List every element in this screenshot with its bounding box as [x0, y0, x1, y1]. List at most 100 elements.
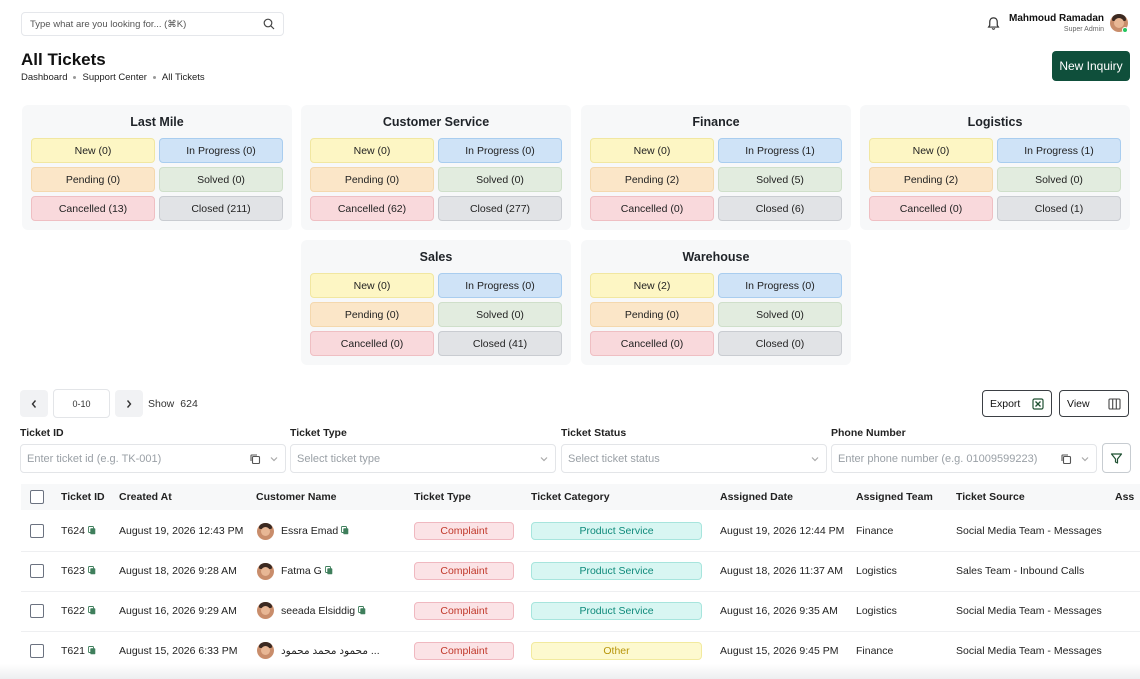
- status-closed[interactable]: Closed (6): [718, 196, 842, 221]
- copy-icon[interactable]: [87, 566, 96, 575]
- status-new[interactable]: New (0): [31, 138, 155, 163]
- status-pending[interactable]: Pending (0): [31, 167, 155, 192]
- col-ticket-id[interactable]: Ticket ID: [61, 491, 105, 503]
- status-closed[interactable]: Closed (0): [718, 331, 842, 356]
- breadcrumb-support-center[interactable]: Support Center: [82, 72, 147, 83]
- ticket-id-cell[interactable]: T624: [61, 525, 96, 537]
- filter-label-ticket-id: Ticket ID: [20, 427, 64, 439]
- show-total: 624: [180, 398, 198, 410]
- status-solved[interactable]: Solved (0): [438, 167, 562, 192]
- status-cancelled[interactable]: Cancelled (0): [590, 196, 714, 221]
- ticket-status-select[interactable]: Select ticket status: [561, 444, 827, 473]
- copy-icon[interactable]: [87, 646, 96, 655]
- col-assignee[interactable]: Ass: [1115, 491, 1135, 503]
- phone-number-field[interactable]: Enter phone number (e.g. 01009599223): [831, 444, 1097, 473]
- ticket-type-badge: Complaint: [414, 602, 514, 620]
- chevron-down-icon: [811, 456, 819, 461]
- paste-icon[interactable]: [249, 453, 261, 465]
- customer-name[interactable]: Essra Emad: [281, 525, 339, 537]
- apply-filter-button[interactable]: [1102, 443, 1131, 473]
- copy-icon[interactable]: [324, 566, 333, 575]
- status-new[interactable]: New (0): [869, 138, 993, 163]
- created-at-cell: August 18, 2026 9:28 AM: [119, 565, 237, 577]
- status-new[interactable]: New (0): [310, 273, 434, 298]
- status-in-progress[interactable]: In Progress (0): [438, 273, 562, 298]
- customer-name[interactable]: Fatma G: [281, 565, 322, 577]
- notification-bell-icon[interactable]: [986, 16, 1001, 31]
- select-all-checkbox[interactable]: [30, 490, 44, 504]
- status-pending[interactable]: Pending (2): [869, 167, 993, 192]
- status-cancelled[interactable]: Cancelled (0): [310, 331, 434, 356]
- status-cancelled[interactable]: Cancelled (0): [590, 331, 714, 356]
- status-pending[interactable]: Pending (0): [590, 302, 714, 327]
- row-checkbox[interactable]: [30, 644, 44, 658]
- status-cancelled[interactable]: Cancelled (0): [869, 196, 993, 221]
- paste-icon[interactable]: [1060, 453, 1072, 465]
- ticket-id-cell[interactable]: T621: [61, 645, 96, 657]
- ticket-id-cell[interactable]: T622: [61, 605, 96, 617]
- status-solved[interactable]: Solved (5): [718, 167, 842, 192]
- ticket-id[interactable]: T623: [61, 565, 85, 577]
- status-closed[interactable]: Closed (277): [438, 196, 562, 221]
- breadcrumb-all-tickets: All Tickets: [161, 72, 205, 83]
- copy-icon[interactable]: [87, 606, 96, 615]
- ticket-id[interactable]: T621: [61, 645, 85, 657]
- row-checkbox[interactable]: [30, 524, 44, 538]
- status-new[interactable]: New (0): [590, 138, 714, 163]
- copy-icon[interactable]: [87, 526, 96, 535]
- new-inquiry-button[interactable]: New Inquiry: [1052, 51, 1130, 81]
- col-ticket-category[interactable]: Ticket Category: [531, 491, 610, 503]
- breadcrumb-dashboard[interactable]: Dashboard: [21, 72, 68, 83]
- status-solved[interactable]: Solved (0): [159, 167, 283, 192]
- export-button[interactable]: Export: [982, 390, 1052, 417]
- status-closed[interactable]: Closed (1): [997, 196, 1121, 221]
- customer-name-cell[interactable]: محمود محمد محمود ...: [281, 645, 380, 657]
- status-in-progress[interactable]: In Progress (0): [718, 273, 842, 298]
- ticket-id[interactable]: T622: [61, 605, 85, 617]
- customer-avatar: [257, 563, 274, 580]
- status-in-progress[interactable]: In Progress (1): [718, 138, 842, 163]
- user-info[interactable]: Mahmoud Ramadan Super Admin: [1009, 13, 1104, 33]
- ticket-id-field[interactable]: Enter ticket id (e.g. TK-001): [20, 444, 286, 473]
- view-columns-button[interactable]: View: [1059, 390, 1129, 417]
- col-customer-name[interactable]: Customer Name: [256, 491, 337, 503]
- col-ticket-source[interactable]: Ticket Source: [956, 491, 1025, 503]
- status-cancelled[interactable]: Cancelled (62): [310, 196, 434, 221]
- status-pending[interactable]: Pending (2): [590, 167, 714, 192]
- status-cancelled[interactable]: Cancelled (13): [31, 196, 155, 221]
- status-solved[interactable]: Solved (0): [997, 167, 1121, 192]
- status-solved[interactable]: Solved (0): [438, 302, 562, 327]
- page-range[interactable]: 0-10: [53, 389, 110, 418]
- customer-name-cell[interactable]: Fatma G: [281, 565, 333, 577]
- global-search-input[interactable]: Type what are you looking for... (⌘K): [21, 12, 284, 36]
- copy-icon[interactable]: [358, 606, 366, 615]
- row-checkbox[interactable]: [30, 564, 44, 578]
- status-pending[interactable]: Pending (0): [310, 302, 434, 327]
- ticket-id[interactable]: T624: [61, 525, 85, 537]
- customer-name[interactable]: محمود محمد محمود ...: [281, 645, 380, 657]
- status-new[interactable]: New (0): [310, 138, 434, 163]
- customer-name[interactable]: seeada Elsiddig: [281, 605, 356, 617]
- status-closed[interactable]: Closed (211): [159, 196, 283, 221]
- status-solved[interactable]: Solved (0): [718, 302, 842, 327]
- col-created-at[interactable]: Created At: [119, 491, 172, 503]
- status-in-progress[interactable]: In Progress (0): [159, 138, 283, 163]
- status-in-progress[interactable]: In Progress (1): [997, 138, 1121, 163]
- col-assigned-date[interactable]: Assigned Date: [720, 491, 793, 503]
- col-ticket-type[interactable]: Ticket Type: [414, 491, 471, 503]
- customer-name-cell[interactable]: seeada Elsiddig: [281, 605, 366, 617]
- status-new[interactable]: New (2): [590, 273, 714, 298]
- dept-title: Finance: [692, 115, 740, 129]
- customer-name-cell[interactable]: Essra Emad: [281, 525, 349, 537]
- next-page-button[interactable]: [115, 390, 143, 417]
- ticket-id-cell[interactable]: T623: [61, 565, 96, 577]
- status-in-progress[interactable]: In Progress (0): [438, 138, 562, 163]
- ticket-category-badge: Other: [531, 642, 702, 660]
- prev-page-button[interactable]: [20, 390, 48, 417]
- col-assigned-team[interactable]: Assigned Team: [856, 491, 933, 503]
- copy-icon[interactable]: [341, 526, 349, 535]
- ticket-type-select[interactable]: Select ticket type: [290, 444, 556, 473]
- row-checkbox[interactable]: [30, 604, 44, 618]
- status-closed[interactable]: Closed (41): [438, 331, 562, 356]
- status-pending[interactable]: Pending (0): [310, 167, 434, 192]
